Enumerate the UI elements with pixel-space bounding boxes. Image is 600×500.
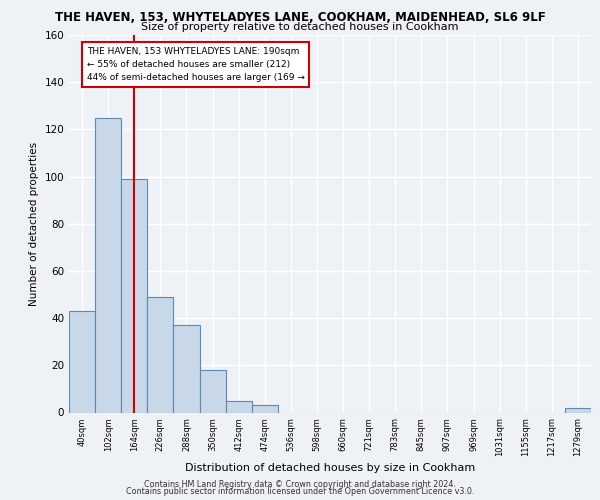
Bar: [565, 408, 591, 412]
Text: Size of property relative to detached houses in Cookham: Size of property relative to detached ho…: [141, 22, 459, 32]
Text: THE HAVEN, 153 WHYTELADYES LANE: 190sqm
← 55% of detached houses are smaller (21: THE HAVEN, 153 WHYTELADYES LANE: 190sqm …: [87, 47, 305, 82]
Text: Contains HM Land Registry data © Crown copyright and database right 2024.: Contains HM Land Registry data © Crown c…: [144, 480, 456, 489]
Bar: [226, 400, 252, 412]
Bar: [95, 118, 121, 412]
Bar: [148, 297, 173, 412]
Bar: [173, 325, 199, 412]
Text: Contains public sector information licensed under the Open Government Licence v3: Contains public sector information licen…: [126, 487, 474, 496]
Bar: [252, 406, 278, 412]
Bar: [199, 370, 226, 412]
Y-axis label: Number of detached properties: Number of detached properties: [29, 142, 39, 306]
Bar: [69, 311, 95, 412]
Bar: [121, 179, 148, 412]
X-axis label: Distribution of detached houses by size in Cookham: Distribution of detached houses by size …: [185, 464, 475, 473]
Text: THE HAVEN, 153, WHYTELADYES LANE, COOKHAM, MAIDENHEAD, SL6 9LF: THE HAVEN, 153, WHYTELADYES LANE, COOKHA…: [55, 11, 545, 24]
